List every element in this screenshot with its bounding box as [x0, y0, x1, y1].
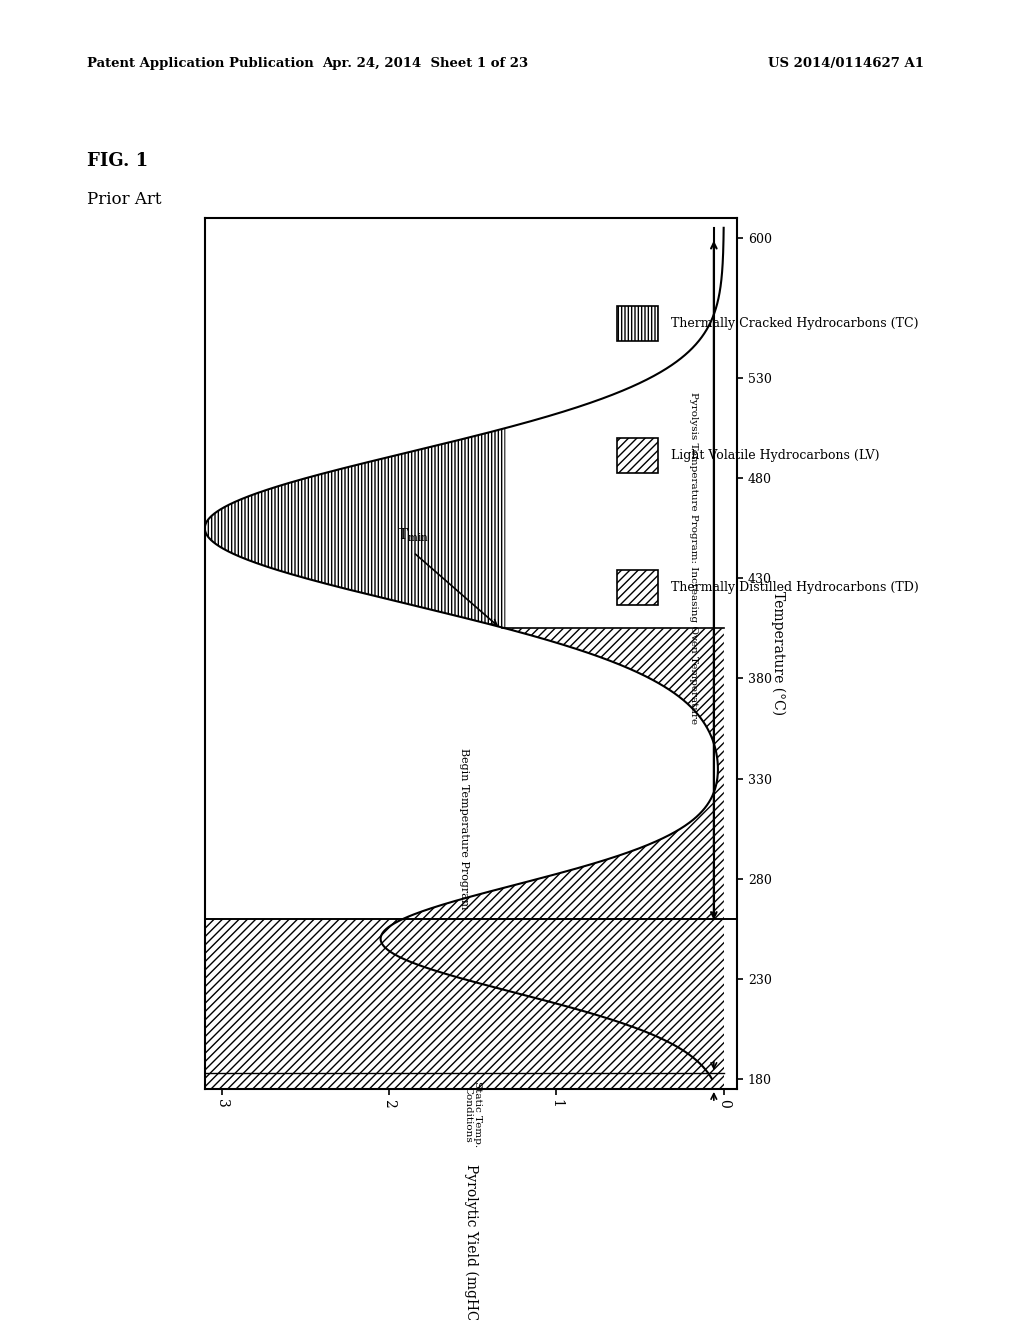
Text: Pyrolysis Temperature Program: Increasing Oven Temperature: Pyrolysis Temperature Program: Increasin…	[689, 392, 698, 725]
Text: Begin Temperature Program: Begin Temperature Program	[460, 748, 469, 909]
Text: Thermally Distilled Hydrocarbons (TD): Thermally Distilled Hydrocarbons (TD)	[671, 581, 919, 594]
Text: T$_{\mathregular{min}}$: T$_{\mathregular{min}}$	[397, 527, 429, 544]
X-axis label: Pyrolytic Yield (mgHC/gRock): Pyrolytic Yield (mgHC/gRock)	[464, 1164, 478, 1320]
Y-axis label: Temperature (°C): Temperature (°C)	[771, 591, 785, 715]
Text: Thermally Cracked Hydrocarbons (TC): Thermally Cracked Hydrocarbons (TC)	[671, 317, 919, 330]
Text: Static Temp.
Conditions: Static Temp. Conditions	[463, 1081, 482, 1147]
Text: Light Volatile Hydrocarbons (LV): Light Volatile Hydrocarbons (LV)	[671, 449, 880, 462]
Text: FIG. 1: FIG. 1	[87, 152, 148, 170]
Text: Apr. 24, 2014  Sheet 1 of 23: Apr. 24, 2014 Sheet 1 of 23	[322, 57, 528, 70]
Text: Patent Application Publication: Patent Application Publication	[87, 57, 313, 70]
Text: Prior Art: Prior Art	[87, 191, 162, 209]
Text: US 2014/0114627 A1: US 2014/0114627 A1	[768, 57, 924, 70]
